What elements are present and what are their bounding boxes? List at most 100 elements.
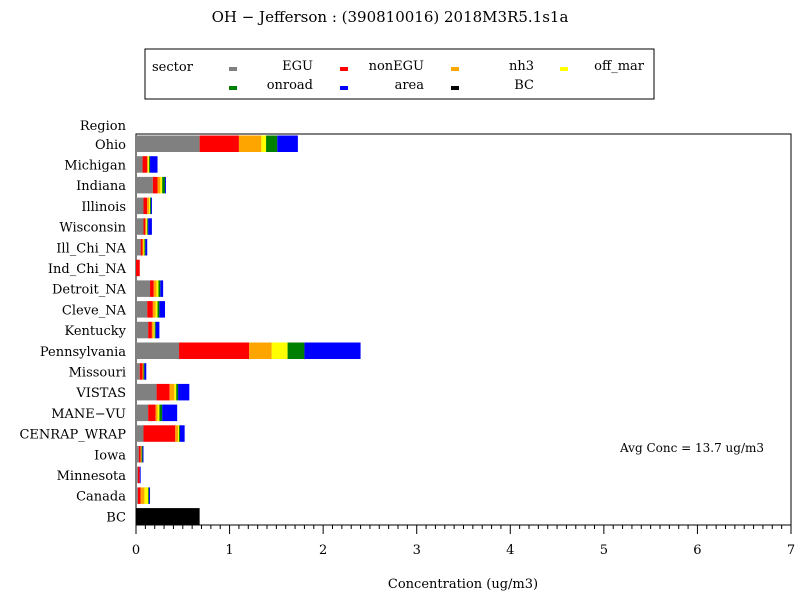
- bar-segment: [249, 342, 272, 359]
- bar-segment: [147, 301, 153, 318]
- bar-segment: [149, 197, 151, 215]
- bar-segment: [144, 363, 147, 380]
- x-tick-label: 6: [693, 543, 701, 558]
- x-axis-label: Concentration (ug/m3): [388, 577, 538, 592]
- bar-segment: [143, 239, 145, 256]
- bar-segment: [148, 404, 156, 422]
- y-tick-label: VISTAS: [75, 386, 126, 401]
- bar-segment: [136, 425, 144, 442]
- bar-segment: [142, 239, 144, 256]
- bar-segment: [136, 301, 148, 318]
- x-tick-label: 5: [600, 543, 608, 558]
- bar-segment: [155, 301, 158, 318]
- bar-segment: [153, 280, 157, 297]
- y-axis-label: Region: [80, 119, 127, 134]
- bar-segment: [141, 446, 143, 463]
- bar-segment: [160, 280, 164, 297]
- y-tick-label: Wisconsin: [59, 221, 126, 236]
- bar-segment: [140, 446, 142, 463]
- bar-segment: [143, 425, 176, 442]
- legend-swatch-nonegu: [340, 67, 348, 71]
- y-tick-label: Michigan: [64, 158, 126, 173]
- bar-segment: [136, 321, 149, 339]
- bar-segment: [156, 280, 159, 297]
- legend-label-bc: BC: [514, 78, 534, 93]
- bar-segment: [150, 156, 158, 173]
- bar-segment: [157, 301, 160, 318]
- bar-segment: [149, 487, 151, 504]
- legend-swatch-off_mar: [560, 67, 568, 71]
- bar-segment: [147, 197, 150, 215]
- bar-segment: [136, 280, 151, 297]
- bar-segment: [136, 218, 144, 235]
- y-tick-label: Pennsylvania: [40, 345, 126, 360]
- bar-segment: [154, 321, 156, 339]
- y-tick-label: Ill_Chi_NA: [56, 241, 126, 256]
- bar-segment: [261, 135, 267, 152]
- bar-segment: [151, 321, 154, 339]
- bar-segment: [287, 342, 305, 359]
- bar-segment: [136, 197, 144, 215]
- plot-area: [135, 133, 792, 526]
- y-tick-label: Ind_Chi_NA: [48, 262, 127, 277]
- bar-segment: [175, 425, 179, 442]
- bar-segment: [136, 404, 149, 422]
- bar-segment: [277, 135, 298, 152]
- legend-swatch-bc: [451, 86, 459, 90]
- bar-segment: [140, 487, 145, 504]
- bar-segment: [155, 321, 160, 339]
- bar-segment: [150, 197, 151, 215]
- bar-segment: [144, 239, 146, 256]
- y-tick-labels: Ohio Michigan Indiana Illinois Wisconsin Ill_…: [19, 138, 126, 526]
- bar-segment: [136, 259, 140, 277]
- legend-label-off_mar: off_mar: [594, 59, 645, 74]
- bar-segment: [159, 301, 166, 318]
- bar-segment: [148, 321, 152, 339]
- bar-segment: [143, 218, 146, 235]
- bar-segment: [136, 508, 200, 525]
- bar-segment: [165, 176, 166, 194]
- bar-segment: [169, 383, 175, 401]
- legend-swatch-nh3: [451, 67, 459, 71]
- bar-segment: [158, 280, 161, 297]
- y-tick-label: Ohio: [95, 138, 126, 153]
- bar-segment: [238, 135, 262, 152]
- bar-segment: [137, 487, 141, 504]
- bar-segment: [140, 239, 143, 256]
- y-tick-label: Cleve_NA: [62, 303, 127, 318]
- bar-segment: [176, 383, 179, 401]
- bar-segment: [199, 135, 239, 152]
- bar-segment: [136, 383, 157, 401]
- bar-segment: [153, 321, 155, 339]
- bar-segment: [142, 156, 148, 173]
- bar-segment: [145, 218, 147, 235]
- bar-segment: [143, 363, 145, 380]
- bar-segment: [136, 156, 143, 173]
- y-tick-label: BC: [106, 510, 126, 525]
- legend-label-nonegu: nonEGU: [369, 59, 424, 74]
- bar-segment: [179, 342, 250, 359]
- bar-segment: [147, 218, 149, 235]
- bar-segment: [143, 197, 148, 215]
- bar-segment: [139, 363, 143, 380]
- bar-segment: [148, 156, 150, 173]
- legend-label-egu: EGU: [282, 59, 313, 74]
- bar-segment: [266, 135, 278, 152]
- x-tick-label: 1: [225, 543, 233, 558]
- bar-segment: [179, 425, 180, 442]
- x-tick-label: 2: [319, 543, 327, 558]
- bar-segment: [136, 466, 138, 484]
- bar-segment: [178, 425, 180, 442]
- legend-swatch-area: [340, 86, 348, 90]
- legend-title: sector: [152, 60, 194, 75]
- bar-segment: [148, 218, 152, 235]
- bar-segment: [146, 218, 148, 235]
- bar-segment: [136, 342, 180, 359]
- bar-segment: [150, 280, 154, 297]
- x-tick-label: 3: [413, 543, 421, 558]
- x-tick-label: 4: [506, 543, 514, 558]
- bar-segment: [157, 176, 161, 194]
- bar-segment: [138, 446, 141, 463]
- y-tick-label: Illinois: [81, 200, 126, 215]
